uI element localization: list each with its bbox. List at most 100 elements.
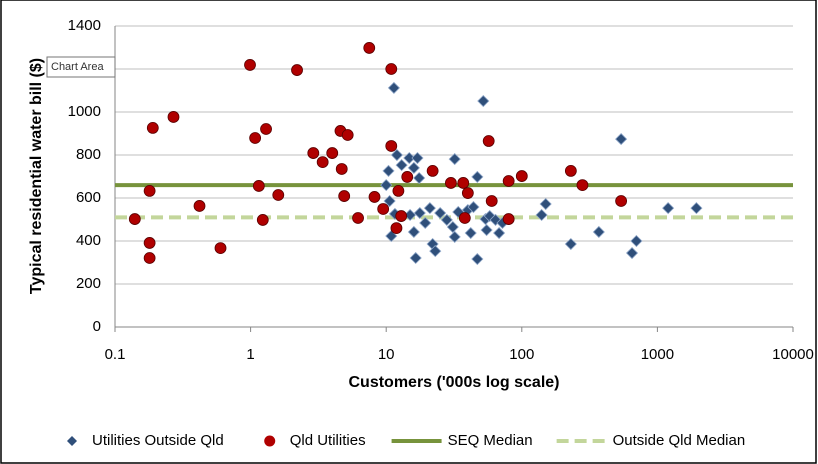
point	[429, 245, 442, 258]
point	[291, 64, 303, 76]
point	[482, 135, 495, 147]
point	[260, 123, 272, 135]
point	[411, 151, 424, 165]
point	[143, 237, 156, 249]
point	[471, 252, 484, 266]
point	[252, 180, 265, 192]
point	[256, 214, 269, 226]
point	[382, 164, 395, 177]
point	[576, 179, 589, 192]
point	[214, 242, 227, 254]
point	[426, 165, 439, 177]
point	[404, 208, 417, 222]
point	[690, 202, 703, 215]
point	[448, 230, 461, 243]
point	[385, 140, 398, 152]
point	[493, 226, 506, 240]
x-tick-label: 1000	[641, 346, 674, 363]
point	[128, 213, 141, 225]
point	[440, 213, 453, 226]
point	[143, 185, 156, 197]
point	[307, 147, 320, 159]
point	[193, 200, 206, 212]
point	[448, 153, 461, 166]
y-tick-label: 400	[76, 232, 101, 249]
point	[383, 194, 396, 208]
point	[413, 206, 426, 220]
point	[395, 210, 408, 222]
point	[502, 213, 515, 225]
point	[403, 151, 416, 165]
point	[446, 220, 459, 234]
point	[146, 122, 159, 134]
point	[423, 202, 436, 215]
point	[392, 185, 405, 197]
x-tick-label: 1	[246, 346, 254, 363]
point	[385, 63, 398, 75]
point	[615, 195, 628, 207]
point	[316, 156, 329, 168]
point	[515, 170, 528, 182]
point	[338, 190, 351, 202]
point	[592, 225, 605, 239]
point	[244, 59, 256, 71]
point	[485, 195, 498, 207]
point	[480, 223, 493, 237]
point	[444, 177, 457, 189]
point	[368, 191, 381, 203]
y-axis-title: Typical residential water bill ($)	[28, 58, 45, 294]
point	[272, 189, 285, 201]
point	[458, 212, 471, 224]
point	[341, 129, 354, 141]
point	[352, 212, 364, 224]
legend-label: Utilities Outside Qld	[92, 432, 224, 449]
x-tick-label: 10000	[772, 346, 814, 363]
tooltip: Chart Area	[51, 61, 104, 73]
legend-label: Qld Utilities	[290, 432, 366, 449]
point	[564, 237, 577, 251]
point	[407, 161, 420, 174]
point	[380, 179, 393, 192]
point	[539, 197, 552, 211]
point	[464, 226, 477, 240]
tooltip-box	[46, 56, 116, 78]
point	[326, 147, 339, 159]
point	[335, 163, 348, 175]
point	[625, 246, 639, 260]
point	[407, 225, 420, 239]
point	[461, 187, 474, 199]
x-axis-title: Customers ('000s log scale)	[349, 374, 560, 391]
y-tick-label: 1400	[68, 17, 101, 34]
point	[434, 206, 447, 220]
point	[377, 203, 390, 215]
legend-marker	[264, 435, 276, 447]
point	[413, 171, 426, 185]
point	[662, 202, 675, 215]
point	[535, 208, 548, 222]
point	[477, 94, 490, 108]
point	[483, 209, 496, 223]
legend-label: Outside Qld Median	[613, 432, 746, 449]
point	[401, 171, 414, 183]
legend-marker	[67, 436, 77, 446]
x-tick-label: 100	[509, 346, 534, 363]
point	[363, 42, 376, 54]
point	[395, 159, 408, 172]
point	[143, 252, 156, 264]
point	[249, 132, 262, 144]
point	[167, 111, 180, 123]
x-tick-label: 10	[378, 346, 395, 363]
point	[419, 216, 432, 230]
point	[502, 175, 515, 187]
point	[467, 200, 480, 214]
point	[564, 165, 577, 177]
point	[387, 81, 400, 94]
point	[471, 170, 484, 183]
y-tick-label: 0	[93, 318, 101, 335]
point	[615, 133, 628, 146]
point	[390, 148, 404, 162]
y-tick-label: 600	[76, 189, 101, 206]
legend-label: SEQ Median	[448, 432, 533, 449]
point	[390, 222, 403, 235]
